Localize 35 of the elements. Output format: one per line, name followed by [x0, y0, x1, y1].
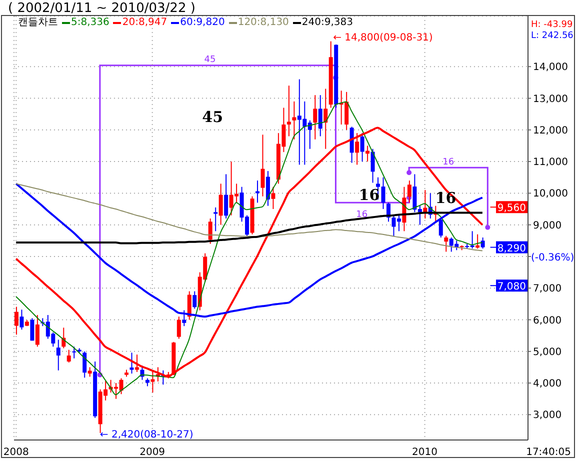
y-tick-label: 7,000 [533, 284, 562, 295]
annotation: 16 [442, 158, 454, 168]
y-tick-label: 4,000 [533, 378, 562, 390]
annotation: 16 [435, 189, 456, 208]
annotation: 45 [202, 108, 224, 126]
text: 17:40:05 [526, 447, 571, 458]
x-tick-label: 2009 [140, 447, 166, 458]
y-tick-label: 11,000 [533, 157, 568, 168]
y-tick-label: 13,000 [533, 94, 568, 105]
annotation: 16 [356, 210, 368, 220]
y-tick-label: 14,000 [533, 62, 568, 74]
y-tick-label: 6,000 [533, 315, 562, 326]
annotation: 45 [204, 54, 216, 65]
chart-title: ( 2002/01/11 ~ 2010/03/22 ) [8, 1, 196, 16]
legend-label: 20:8,947 [121, 17, 168, 29]
text: H: -43.99 [531, 20, 573, 30]
y-tick-label: 10,000 [533, 188, 568, 200]
annotation: ← 14,800(09-08-31) [333, 32, 433, 44]
y-tick-label: 3,000 [533, 410, 562, 422]
legend-title: 캔들차트 [18, 17, 58, 29]
x-tick-label: 2008 [3, 447, 29, 458]
text: L: 242.56 [531, 31, 574, 41]
ref-line-label: 9,560 [497, 203, 526, 214]
annotation: ← 2,420(08-10-27) [100, 429, 194, 440]
text: (-0.36%) [531, 252, 574, 264]
legend-label: 60:9,820 [179, 17, 225, 29]
legend-label: 5:8,336 [70, 17, 110, 29]
legend-label: 120:8,130 [236, 17, 289, 29]
legend-label: 240:9,383 [300, 17, 354, 29]
ref-line-label: 7,080 [497, 282, 526, 293]
x-tick-label: 2010 [412, 447, 438, 458]
y-tick-label: 12,000 [533, 125, 568, 136]
y-tick-label: 5,000 [533, 346, 562, 358]
ref-line-label: 8,290 [497, 243, 526, 254]
y-tick-label: 9,000 [533, 220, 562, 232]
